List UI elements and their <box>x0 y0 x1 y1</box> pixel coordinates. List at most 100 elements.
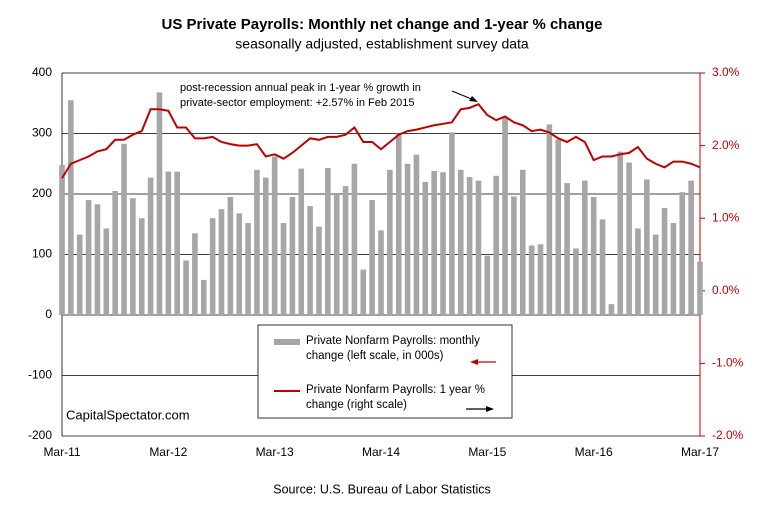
bar <box>183 260 189 315</box>
bar <box>360 269 367 315</box>
chart-subtitle: seasonally adjusted, establishment surve… <box>235 36 529 52</box>
bar <box>351 163 358 315</box>
y-tick-label: 100 <box>32 247 52 261</box>
bar <box>466 177 473 315</box>
bar <box>422 181 429 315</box>
bar <box>316 226 322 315</box>
bar <box>679 192 686 315</box>
bar <box>298 168 305 315</box>
bar <box>564 183 570 315</box>
bar <box>652 234 659 315</box>
bar <box>519 169 526 315</box>
y2-tick-label: -1.0% <box>712 356 744 370</box>
bar <box>395 133 402 315</box>
bar <box>289 197 296 315</box>
y-tick-label: 200 <box>32 186 52 200</box>
bar <box>68 100 74 315</box>
bar <box>200 279 207 315</box>
bar <box>661 207 668 315</box>
bar <box>697 261 703 315</box>
bar <box>457 169 464 315</box>
bar <box>484 255 491 315</box>
bar <box>227 197 234 315</box>
x-tick-label: Mar-11 <box>43 445 80 459</box>
bar <box>511 196 517 315</box>
bar <box>590 197 597 315</box>
line <box>61 103 701 179</box>
bar <box>387 169 393 315</box>
y-tick-label: -100 <box>28 368 52 382</box>
bar <box>156 92 163 315</box>
bar <box>644 179 650 315</box>
bar <box>670 223 677 315</box>
legend-arrow <box>466 359 496 412</box>
bar <box>76 234 83 315</box>
y2-tick-label: 0.0% <box>712 283 740 297</box>
legend-label: Private Nonfarm Payrolls: 1 year % chang… <box>306 384 485 411</box>
annotation-arrow <box>451 90 478 102</box>
bar <box>174 171 180 315</box>
bar <box>218 209 225 315</box>
watermark: CapitalSpectator.com <box>66 407 190 422</box>
bar <box>271 156 278 315</box>
legend-label: Private Nonfarm Payrolls: monthly change… <box>306 335 480 362</box>
bar <box>59 164 65 315</box>
bar <box>130 198 136 315</box>
y-tick-label: -200 <box>28 428 52 442</box>
y2-tick-label: 2.0% <box>712 138 740 152</box>
bar <box>413 154 420 315</box>
bar <box>121 143 127 315</box>
bar <box>369 200 375 315</box>
bar <box>378 230 384 315</box>
bar <box>280 223 287 315</box>
bar <box>147 177 154 315</box>
bar <box>546 124 553 315</box>
x-tick-label: Mar-13 <box>256 445 294 459</box>
bar <box>635 228 641 315</box>
bar <box>263 177 269 315</box>
bar <box>112 190 118 315</box>
bar <box>582 180 588 315</box>
bar <box>192 233 198 315</box>
y-tick-label: 0 <box>45 307 52 321</box>
bar <box>440 172 446 315</box>
x-tick-label: Mar-17 <box>681 445 719 459</box>
y2-tick-label: -2.0% <box>712 428 744 442</box>
bar <box>431 171 437 315</box>
bar <box>245 223 251 315</box>
bar <box>138 218 145 315</box>
bar <box>103 228 110 315</box>
bar <box>608 304 615 315</box>
annotation: private-sector employment: +2.57% in Feb… <box>180 97 415 109</box>
bar <box>688 180 694 315</box>
bar <box>528 245 535 315</box>
bar <box>325 167 331 315</box>
source: Source: U.S. Bureau of Labor Statistics <box>273 482 490 496</box>
y2-tick-label: 3.0% <box>712 65 740 79</box>
x-tick-label: Mar-16 <box>575 445 613 459</box>
x-tick-label: Mar-12 <box>149 445 187 459</box>
bar <box>307 206 313 315</box>
x-tick-label: Mar-15 <box>468 445 506 459</box>
bar <box>493 175 499 315</box>
bar <box>502 117 508 315</box>
bar <box>449 132 455 315</box>
bar <box>617 151 624 315</box>
bar <box>85 200 92 315</box>
bar <box>342 186 349 315</box>
bar <box>404 163 411 315</box>
annotation: post-recession annual peak in 1-year % g… <box>180 82 421 94</box>
x-tick-label: Mar-14 <box>362 445 400 459</box>
bar <box>165 171 172 315</box>
bar <box>94 204 101 315</box>
legend-box <box>257 324 513 419</box>
bar <box>626 162 632 315</box>
bar <box>254 169 260 315</box>
y-tick-label: 300 <box>32 126 52 140</box>
bar <box>333 194 340 315</box>
y-tick-label: 400 <box>32 65 52 79</box>
bar <box>236 213 243 315</box>
chart-title: US Private Payrolls: Monthly net change … <box>162 16 603 33</box>
